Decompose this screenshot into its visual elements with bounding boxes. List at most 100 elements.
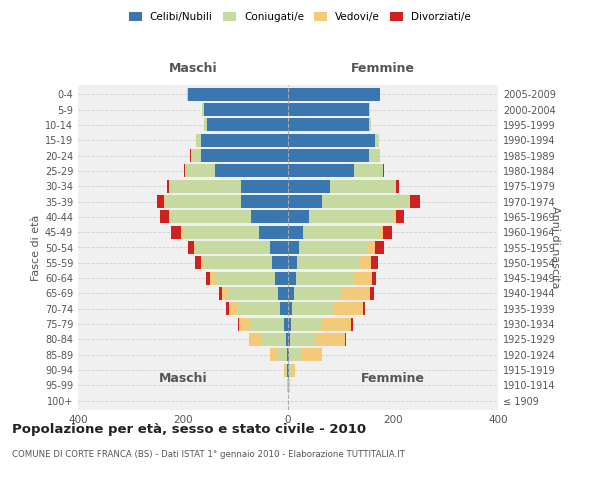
- Bar: [288, 195, 322, 208]
- Bar: [171, 226, 181, 238]
- Bar: [204, 118, 206, 132]
- Bar: [288, 226, 303, 238]
- Bar: [229, 302, 238, 316]
- Text: Maschi: Maschi: [169, 62, 218, 75]
- Bar: [204, 256, 272, 270]
- Bar: [370, 149, 380, 162]
- Bar: [206, 272, 210, 284]
- Bar: [288, 333, 290, 346]
- Bar: [250, 318, 284, 330]
- Bar: [316, 333, 344, 346]
- Bar: [259, 226, 288, 238]
- Bar: [241, 180, 288, 192]
- Legend: Celibi/Nubili, Coniugati/e, Vedovi/e, Divorziati/e: Celibi/Nubili, Coniugati/e, Vedovi/e, Di…: [125, 8, 475, 26]
- Bar: [383, 164, 384, 177]
- Bar: [345, 333, 346, 346]
- Bar: [370, 287, 374, 300]
- Bar: [371, 256, 379, 270]
- Bar: [374, 241, 384, 254]
- Bar: [290, 333, 316, 346]
- Bar: [215, 272, 275, 284]
- Bar: [288, 134, 374, 146]
- Bar: [206, 118, 288, 132]
- Bar: [269, 348, 277, 362]
- Bar: [160, 210, 169, 224]
- Bar: [289, 379, 290, 392]
- Bar: [187, 88, 188, 101]
- Bar: [309, 210, 393, 224]
- Bar: [201, 256, 204, 270]
- Bar: [374, 134, 379, 146]
- Bar: [290, 318, 322, 330]
- Bar: [301, 348, 322, 362]
- Y-axis label: Anni di nascita: Anni di nascita: [550, 206, 560, 288]
- Bar: [288, 210, 309, 224]
- Bar: [372, 272, 376, 284]
- Bar: [238, 302, 280, 316]
- Bar: [288, 256, 298, 270]
- Bar: [288, 149, 370, 162]
- Bar: [286, 364, 287, 376]
- Text: COMUNE DI CORTE FRANCA (BS) - Dati ISTAT 1° gennaio 2010 - Elaborazione TUTTITAL: COMUNE DI CORTE FRANCA (BS) - Dati ISTAT…: [12, 450, 405, 459]
- Bar: [334, 302, 363, 316]
- Bar: [292, 302, 334, 316]
- Bar: [303, 226, 379, 238]
- Bar: [191, 149, 202, 162]
- Y-axis label: Fasce di età: Fasce di età: [31, 214, 41, 280]
- Bar: [188, 88, 288, 101]
- Bar: [288, 272, 296, 284]
- Bar: [288, 287, 295, 300]
- Bar: [181, 226, 183, 238]
- Bar: [409, 195, 410, 208]
- Bar: [361, 256, 371, 270]
- Bar: [396, 180, 399, 192]
- Bar: [251, 210, 288, 224]
- Bar: [194, 241, 196, 254]
- Bar: [185, 164, 215, 177]
- Bar: [284, 318, 288, 330]
- Text: Femmine: Femmine: [350, 62, 415, 75]
- Bar: [169, 210, 170, 224]
- Bar: [363, 302, 365, 316]
- Bar: [330, 180, 395, 192]
- Bar: [202, 134, 288, 146]
- Bar: [196, 241, 269, 254]
- Bar: [226, 302, 229, 316]
- Bar: [215, 164, 288, 177]
- Bar: [272, 256, 288, 270]
- Bar: [289, 348, 301, 362]
- Bar: [269, 241, 288, 254]
- Bar: [295, 287, 341, 300]
- Bar: [351, 318, 353, 330]
- Bar: [277, 287, 288, 300]
- Bar: [410, 195, 420, 208]
- Bar: [211, 272, 215, 284]
- Bar: [223, 287, 227, 300]
- Bar: [353, 272, 372, 284]
- Bar: [202, 103, 204, 116]
- Bar: [238, 318, 239, 330]
- Bar: [288, 318, 290, 330]
- Bar: [157, 195, 164, 208]
- Bar: [288, 348, 289, 362]
- Bar: [275, 272, 288, 284]
- Bar: [367, 241, 374, 254]
- Bar: [370, 118, 371, 132]
- Bar: [393, 210, 395, 224]
- Bar: [288, 164, 353, 177]
- Bar: [288, 241, 299, 254]
- Bar: [249, 333, 262, 346]
- Bar: [287, 348, 288, 362]
- Bar: [167, 180, 169, 192]
- Bar: [322, 195, 409, 208]
- Bar: [383, 226, 392, 238]
- Bar: [288, 88, 380, 101]
- Bar: [288, 103, 370, 116]
- Bar: [395, 210, 404, 224]
- Bar: [379, 226, 383, 238]
- Bar: [290, 364, 295, 376]
- Bar: [194, 256, 201, 270]
- Bar: [241, 195, 288, 208]
- Bar: [353, 164, 383, 177]
- Bar: [196, 134, 202, 146]
